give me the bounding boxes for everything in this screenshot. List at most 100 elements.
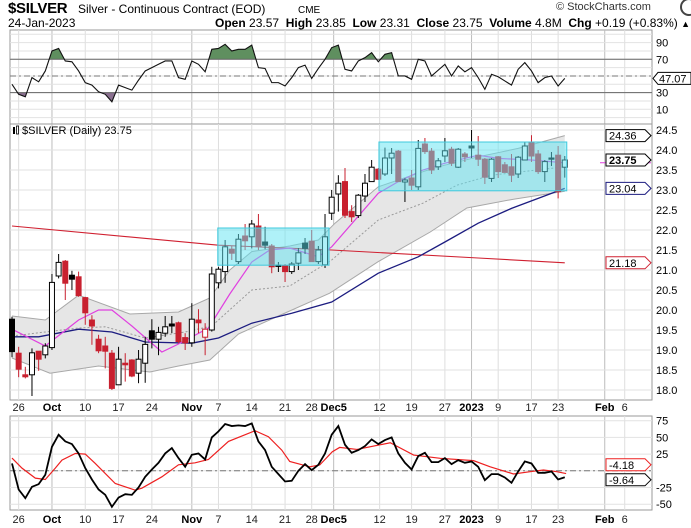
candle <box>68 270 75 290</box>
value-tag-box <box>605 256 652 270</box>
volume-value: 4.8M <box>535 16 562 30</box>
candle-body <box>48 281 55 349</box>
date-axis-label: 27 <box>439 514 451 526</box>
candle-body <box>148 330 155 340</box>
candle-body <box>155 331 162 340</box>
candle <box>115 346 122 386</box>
date-axis-label: 6 <box>622 514 628 526</box>
candle <box>62 260 69 300</box>
candle-body <box>22 374 29 378</box>
candle-body <box>75 276 82 297</box>
date-axis-label: Dec5 <box>321 514 347 526</box>
oscillator-main-tag: -9.64 <box>605 473 652 487</box>
price-band-lower <box>11 190 565 374</box>
high-value: 23.85 <box>315 16 346 30</box>
ticker-symbol: $SILVER <box>8 0 68 17</box>
candle <box>215 266 222 289</box>
candle-body <box>195 319 202 324</box>
date-axis-label: 26 <box>13 514 25 526</box>
quote-summary: Open 23.57 High 23.85 Low 23.31 Close 23… <box>215 17 690 31</box>
candle <box>75 271 82 297</box>
candle <box>208 266 215 332</box>
candle-body <box>55 261 62 277</box>
candle-body <box>102 345 109 352</box>
candle-body <box>348 211 355 218</box>
candle-body <box>122 362 129 366</box>
candle <box>15 346 22 378</box>
candle <box>361 174 368 202</box>
value-tag-box <box>605 153 652 167</box>
price-value-tag: 21.18 <box>605 256 652 270</box>
price-value-tag: 23.04 <box>605 181 652 195</box>
value-tag-text: 23.75 <box>609 155 637 167</box>
candle-body <box>208 273 215 331</box>
candle <box>108 350 115 390</box>
rsi-axis-label: 70 <box>656 54 668 66</box>
price-axis-label: 18.5 <box>656 365 677 377</box>
copyright: © StockCharts.com <box>556 1 651 13</box>
date-axis-label: 19 <box>405 514 417 526</box>
value-tag-box <box>605 473 652 487</box>
candle <box>35 350 42 371</box>
up-arrow-icon: ▲ <box>681 19 691 29</box>
value-tag-box <box>605 129 652 143</box>
candle-body <box>215 268 222 284</box>
price-axis-label: 24.5 <box>656 125 677 137</box>
candle <box>142 336 149 383</box>
close-label: Close <box>416 16 450 30</box>
candle <box>188 303 195 347</box>
candle-body <box>62 260 69 284</box>
candle <box>342 168 348 218</box>
date-axis-label: 26 <box>13 402 25 414</box>
rsi-line <box>11 43 566 103</box>
value-tag-text: -4.18 <box>609 460 634 472</box>
date-axis-label: 7 <box>215 402 221 414</box>
price-axis-label: 21.0 <box>656 265 677 277</box>
date-axis-label: 23 <box>552 402 564 414</box>
candle <box>348 205 355 222</box>
candle <box>28 348 35 396</box>
candle-body <box>28 352 35 376</box>
price-axis-label: 22.0 <box>656 225 677 237</box>
candle-body <box>15 352 22 370</box>
price-axis-label: 23.5 <box>656 165 677 177</box>
candle <box>122 353 129 382</box>
oscillator-signal-tag: -4.18 <box>605 458 652 472</box>
price-axis-label: 22.5 <box>656 205 677 217</box>
date-axis-label: Nov <box>181 514 203 526</box>
date-axis-label: Oct <box>43 514 62 526</box>
value-tag-text: 47.07 <box>659 73 687 85</box>
date-axis-label: Oct <box>43 402 62 414</box>
candle-body <box>68 274 75 280</box>
price-axis-label: 19.0 <box>656 345 677 357</box>
candle <box>48 274 55 350</box>
high-label: High <box>285 16 313 30</box>
oscillator-axis-label: 25 <box>656 449 668 461</box>
oscillator-axis-label: 50 <box>656 432 668 444</box>
highlight-zone <box>217 227 330 266</box>
candle <box>128 359 135 378</box>
date-axis-label: 6 <box>622 402 628 414</box>
change-label: Chg <box>568 16 592 30</box>
candle-body <box>128 359 135 377</box>
low-label: Low <box>352 16 377 30</box>
moving-average-50 <box>12 187 566 344</box>
candle-body <box>361 182 368 197</box>
date-axis-label: 7 <box>215 514 221 526</box>
date-axis-label: 17 <box>525 402 537 414</box>
change-value: +0.19 (+0.83%) <box>595 16 678 30</box>
date-axis-label: 28 <box>306 514 318 526</box>
close-value: 23.75 <box>452 16 483 30</box>
date-axis-label: Dec5 <box>321 402 347 414</box>
date-axis-label: 9 <box>495 402 501 414</box>
candle-body <box>335 182 342 195</box>
date-axis-label: 21 <box>279 514 291 526</box>
candle-body <box>142 343 149 364</box>
panel-frame <box>9 29 653 125</box>
price-legend: $SILVER (Daily) 23.75 <box>13 125 132 137</box>
candle-body <box>42 345 49 356</box>
candle <box>9 316 15 358</box>
price-legend-label: $SILVER (Daily) 23.75 <box>22 125 132 137</box>
candle-body <box>328 196 335 214</box>
